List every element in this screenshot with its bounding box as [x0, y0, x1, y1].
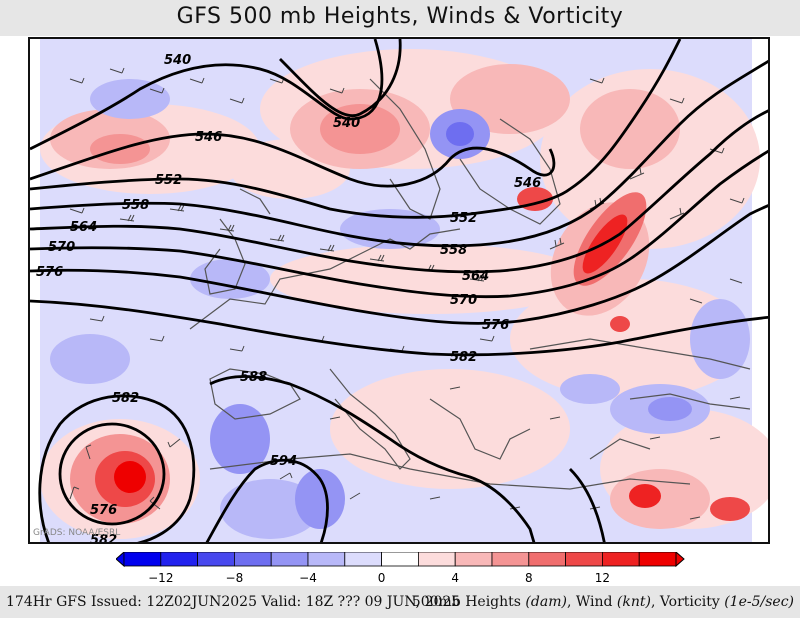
colorbar-swatch	[528, 551, 566, 567]
colorbar-swatch	[123, 551, 162, 567]
unit-vorticity: (1e-5/sec)	[724, 594, 794, 610]
contour-558	[30, 59, 768, 248]
label-564: 564	[70, 220, 97, 235]
colorbar-swatch	[234, 551, 272, 567]
colorbar-swatch	[270, 551, 309, 567]
label-576: 576	[90, 503, 117, 518]
contour-576	[30, 204, 768, 325]
vorticity-colorbar: −12 −8 −4 0 4 8 12	[115, 550, 686, 588]
label-558: 558	[440, 243, 467, 258]
label-558: 558	[122, 198, 149, 213]
label-582: 582	[112, 391, 139, 406]
contour-540-east	[279, 39, 402, 118]
label-576: 576	[482, 318, 509, 333]
label-576: 576	[36, 265, 63, 280]
contour-588	[209, 375, 536, 542]
colorbar-tick-label: −4	[299, 571, 317, 584]
colorbar-swatch	[638, 551, 677, 567]
colorbar-swatch	[160, 551, 198, 567]
title-bar	[0, 0, 800, 36]
label-582: 582	[90, 533, 117, 544]
contour-576-low	[58, 422, 166, 526]
contour-546	[30, 132, 556, 188]
colorbar-swatch	[454, 551, 493, 567]
contour-582-north	[30, 299, 768, 357]
contour-582-low	[38, 394, 196, 542]
unit-knt: (knt)	[616, 594, 651, 610]
colorbar-tick-label: 8	[525, 571, 533, 584]
contour-594	[205, 459, 329, 542]
contour-582-east	[569, 468, 606, 542]
height-contours	[30, 39, 768, 542]
colorbar-tick-label: −8	[226, 571, 244, 584]
label-570: 570	[450, 293, 477, 308]
colorbar-swatch	[565, 551, 603, 567]
colorbar-tick-label: −12	[148, 571, 173, 584]
map-title: GFS 500 mb Heights, Winds & Vorticity	[176, 4, 624, 29]
label-594: 594	[270, 454, 297, 469]
wind-barbs	[69, 67, 745, 520]
label-564: 564	[462, 269, 489, 284]
colorbar-swatch	[307, 551, 346, 567]
colorbar-tick-label: 12	[595, 571, 610, 584]
label-582: 582	[450, 350, 477, 365]
label-540: 540	[333, 116, 360, 131]
colorbar-swatch	[491, 551, 530, 567]
label-552: 552	[155, 173, 182, 188]
field-legend: 500mb Heights (dam), Wind (knt), Vortici…	[412, 594, 794, 610]
legend-wind: , Wind	[566, 594, 617, 610]
colorbar-arrow-high	[675, 550, 685, 568]
weather-map: 540 540 546 546 552 552 558 558 564 564 …	[28, 37, 770, 544]
map-canvas: 540 540 546 546 552 552 558 558 564 564 …	[30, 39, 768, 544]
label-588: 588	[240, 370, 267, 385]
label-552: 552	[450, 211, 477, 226]
footer-bar	[0, 586, 800, 618]
run-info: 174Hr GFS Issued: 12Z02JUN2025 Valid: 18…	[6, 594, 461, 610]
colorbar-swatch	[601, 551, 640, 567]
legend-vorticity: , Vorticity	[650, 594, 725, 610]
contour-552	[30, 39, 682, 219]
colorbar-swatch	[197, 551, 235, 567]
colorbar-swatch	[344, 551, 383, 567]
colorbar-tick-label: 0	[378, 571, 386, 584]
credit-text: GrADS: NOAA/ESRL	[33, 528, 121, 538]
contour-labels: 540 540 546 546 552 552 558 558 564 564 …	[36, 53, 541, 544]
label-570: 570	[48, 240, 75, 255]
label-540: 540	[164, 53, 191, 68]
label-546: 546	[195, 130, 222, 145]
colorbar-arrow-low	[115, 550, 125, 568]
unit-dam: (dam)	[525, 594, 567, 610]
colorbar-svg: −12 −8 −4 0 4 8 12	[115, 550, 685, 585]
contour-564	[30, 109, 768, 274]
label-546: 546	[514, 176, 541, 191]
colorbar-tick-label: 4	[451, 571, 459, 584]
contour-570	[30, 149, 768, 299]
legend-heights: 500mb Heights	[411, 594, 526, 610]
colorbar-swatch	[381, 551, 419, 567]
contour-540-west	[30, 39, 384, 151]
colorbar-swatch	[417, 551, 456, 567]
